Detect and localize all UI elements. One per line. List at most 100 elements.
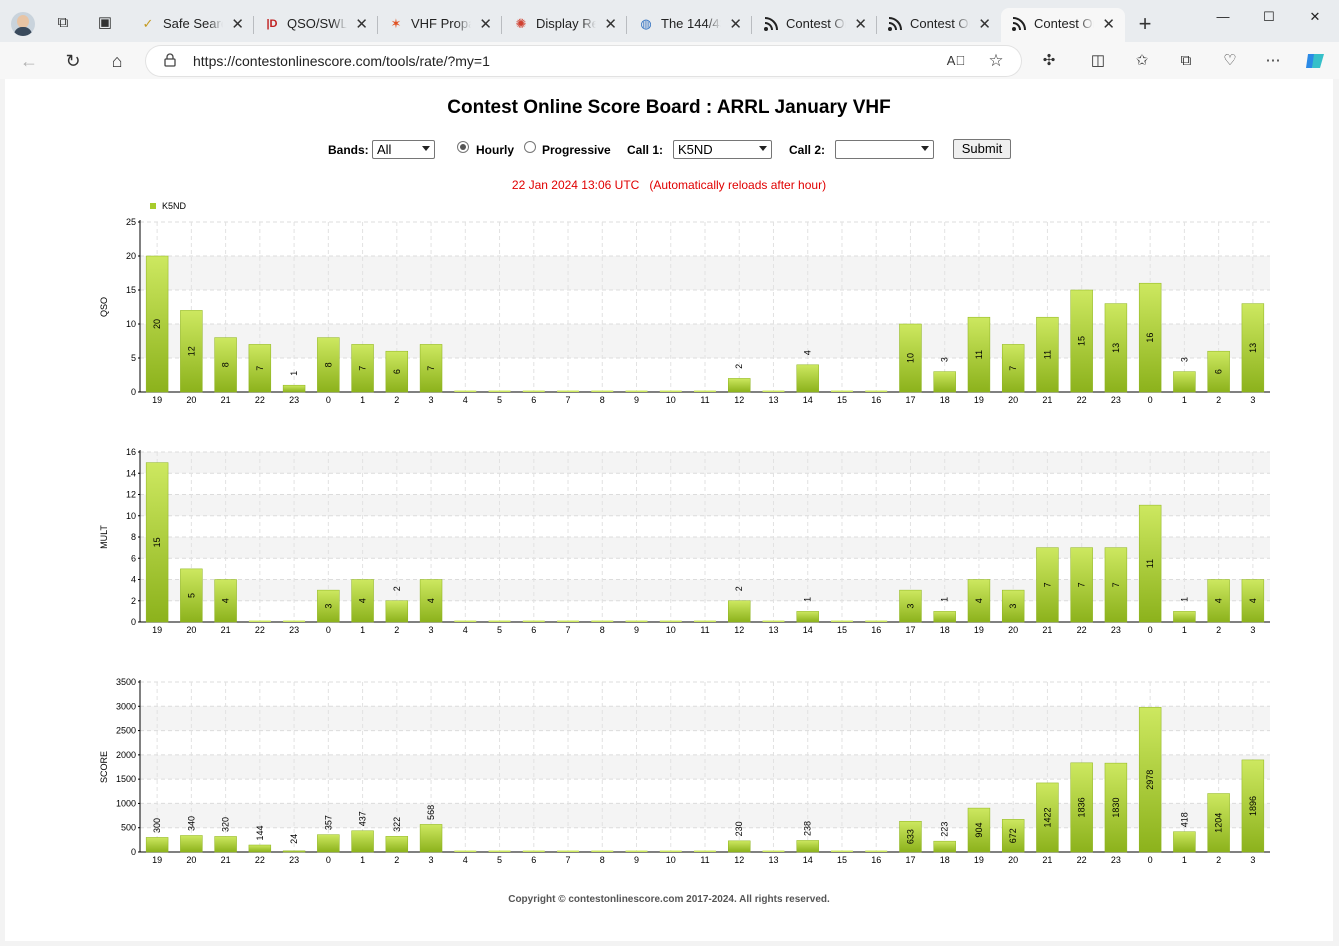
x-tick-label: 9 (634, 395, 639, 405)
x-tick-label: 19 (152, 625, 162, 635)
x-tick-label: 3 (1250, 625, 1255, 635)
y-tick-label: 20 (126, 251, 136, 261)
satellite-icon: ✶ (390, 16, 402, 31)
more-menu-icon[interactable]: ⋯ (1265, 52, 1281, 69)
x-tick-label: 8 (600, 625, 605, 635)
tab-contest-online-active[interactable]: Contest On ✕ (1001, 8, 1125, 42)
read-aloud-icon[interactable]: A᪲ (946, 53, 966, 68)
qso-logo-icon: |D (266, 18, 278, 30)
new-tab-button[interactable]: + (1138, 11, 1152, 36)
bar-value-label: 2978 (1145, 770, 1155, 790)
bar (1173, 831, 1196, 853)
tab-vhf-propagation[interactable]: ✶ VHF Propag ✕ (378, 8, 502, 42)
x-tick-label: 8 (600, 855, 605, 865)
bar (385, 836, 409, 853)
call2-select[interactable] (835, 140, 934, 159)
tab-safe-search[interactable]: ✓ Safe Search ✕ (130, 8, 254, 42)
bar-value-label: 4 (426, 598, 436, 603)
browser-essentials-icon[interactable]: ♡ (1223, 52, 1237, 69)
x-tick-label: 22 (255, 855, 265, 865)
x-tick-label: 14 (803, 625, 813, 635)
close-icon[interactable]: ✕ (604, 16, 617, 33)
close-icon[interactable]: ✕ (231, 16, 244, 33)
tab-display-rec[interactable]: ✺ Display Rec ✕ (503, 8, 627, 42)
tab-144-432[interactable]: ◍ The 144/43 ✕ (628, 8, 752, 42)
close-icon[interactable]: ✕ (854, 16, 867, 33)
bar (419, 824, 443, 853)
extensions-icon[interactable]: ✣ (1042, 52, 1056, 69)
close-icon[interactable]: ✕ (355, 16, 368, 33)
split-screen-icon[interactable]: ◫ (1090, 52, 1106, 69)
avatar-face (17, 15, 29, 28)
call1-select-value: K5ND (678, 142, 713, 157)
y-tick-label: 0 (131, 847, 136, 857)
bar (214, 836, 237, 853)
bar (796, 364, 819, 393)
address-bar[interactable]: https://contestonlinescore.com/tools/rat… (146, 46, 1021, 76)
x-tick-label: 3 (429, 395, 434, 405)
tab-qso-swl[interactable]: |D QSO/SWL r ✕ (254, 8, 378, 42)
bar (1104, 762, 1128, 853)
bar (1138, 707, 1162, 853)
bar (522, 850, 545, 852)
tab-contest-online-1[interactable]: Contest On ✕ (753, 8, 877, 42)
status-timestamp: 22 Jan 2024 13:06 UTC (Automatically rel… (511, 178, 827, 192)
hourly-radio[interactable] (457, 141, 469, 153)
bar (1104, 547, 1128, 623)
bar-value-label: 5 (186, 593, 196, 598)
globe-icon: ◍ (640, 16, 652, 31)
tab-actions-icon[interactable]: ▣ (97, 14, 113, 31)
minimize-icon[interactable]: — (1216, 9, 1230, 24)
bar-value-label: 568 (426, 805, 436, 820)
bar (557, 850, 579, 852)
maximize-icon[interactable]: ☐ (1263, 9, 1275, 24)
refresh-icon[interactable]: ↻ (65, 51, 81, 71)
x-tick-label: 1 (360, 625, 365, 635)
back-icon[interactable]: ← (20, 51, 38, 71)
bands-select[interactable]: All (372, 140, 435, 159)
filter-form: Bands: All Hourly Progressive Call 1: K5… (5, 139, 1333, 163)
x-tick-label: 3 (1250, 855, 1255, 865)
bar-value-label: 3 (940, 357, 950, 362)
bar-value-label: 4 (358, 598, 368, 603)
x-tick-label: 22 (255, 395, 265, 405)
collections-icon[interactable]: ⧉ (1180, 52, 1192, 69)
x-tick-label: 3 (429, 855, 434, 865)
submit-button[interactable]: Submit (953, 139, 1011, 159)
bar (865, 390, 888, 392)
bar (1036, 782, 1059, 853)
bar-value-label: 1 (803, 597, 813, 602)
close-icon[interactable]: ✕ (978, 16, 991, 33)
x-tick-label: 9 (634, 625, 639, 635)
x-tick-label: 20 (1008, 625, 1018, 635)
bar-value-label: 230 (734, 821, 744, 836)
home-icon[interactable]: ⌂ (111, 51, 123, 71)
lock-icon (164, 53, 176, 67)
y-tick-label: 3500 (116, 677, 136, 687)
bar-value-label: 4 (1214, 598, 1224, 603)
x-tick-label: 15 (837, 395, 847, 405)
y-tick-label: 10 (126, 511, 136, 521)
copilot-icon[interactable] (1304, 50, 1326, 72)
call1-select[interactable]: K5ND (673, 140, 772, 159)
progressive-radio[interactable] (524, 141, 536, 153)
profile-avatar[interactable] (11, 12, 35, 36)
bar (385, 600, 409, 623)
close-window-icon[interactable]: ✕ (1309, 9, 1321, 24)
favorite-star-icon[interactable]: ☆ (988, 51, 1004, 70)
bar-value-label: 223 (940, 822, 950, 837)
bar (419, 344, 443, 393)
hourly-label[interactable]: Hourly (476, 143, 515, 157)
bar-value-label: 8 (221, 362, 231, 367)
x-tick-label: 1 (360, 395, 365, 405)
favorites-icon[interactable]: ✩ (1135, 52, 1149, 69)
url-text[interactable]: https://contestonlinescore.com/tools/rat… (193, 53, 490, 69)
tab-contest-online-2[interactable]: Contest On ✕ (877, 8, 1001, 42)
progressive-label[interactable]: Progressive (542, 143, 611, 157)
workspaces-icon[interactable]: ⧉ (57, 14, 69, 31)
close-icon[interactable]: ✕ (479, 16, 492, 33)
bands-select-value: All (377, 142, 392, 157)
close-icon[interactable]: ✕ (1102, 16, 1115, 33)
x-tick-label: 12 (734, 625, 744, 635)
close-icon[interactable]: ✕ (729, 16, 742, 33)
